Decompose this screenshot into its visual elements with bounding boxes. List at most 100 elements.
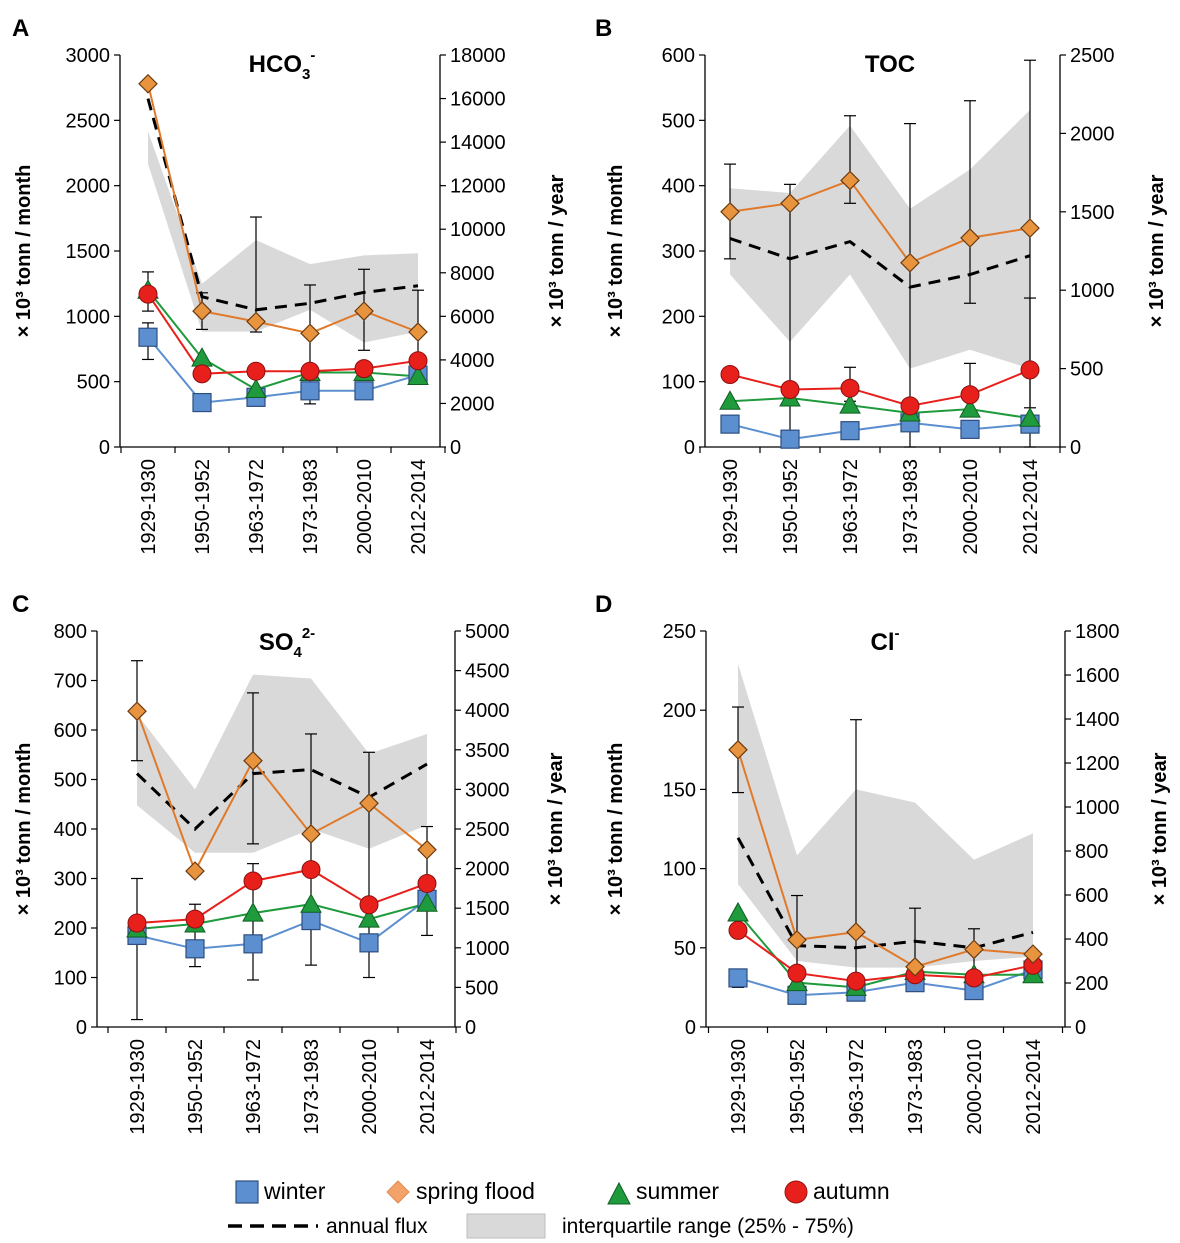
- y-right-tick-label: 10000: [450, 219, 506, 241]
- y-right-tick-label: 4000: [450, 350, 495, 372]
- y-left-tick-label: 3000: [66, 45, 111, 67]
- annual-flux-line: [729, 237, 1031, 289]
- y-right-tick-label: 0: [1075, 1017, 1086, 1039]
- spring-point: [960, 228, 980, 248]
- spring-line: [729, 179, 1031, 265]
- panel-d: D 0 50 100 150 200 250 0 200 400 600 800 1000 1200 140…: [595, 591, 1171, 1135]
- error-bar-spring: [904, 122, 916, 448]
- autumn-point: [300, 361, 320, 381]
- autumn-point: [354, 359, 374, 379]
- y-left-tick-label: 50: [674, 938, 696, 960]
- y-right-tick-label: 1200: [1075, 753, 1120, 775]
- spring-point: [138, 73, 158, 94]
- autumn-point: [1020, 360, 1040, 380]
- chart-title: Cl-: [871, 625, 900, 656]
- y-axis-right-label: × 10³ tonn / year: [546, 174, 568, 327]
- winter-point: [780, 429, 800, 449]
- spring-point: [408, 322, 428, 342]
- y-right-tick-label: 400: [1075, 929, 1108, 951]
- panel-letter: A: [12, 15, 29, 42]
- y-left-tick-label: 600: [662, 45, 695, 67]
- x-tick-label: 1963-1972: [243, 1039, 265, 1135]
- panel-c: C 0 100 200 300 400 500 600 700 800 0 500 1000 1500 20…: [12, 591, 567, 1135]
- x-tick-label: 1950-1952: [185, 1039, 207, 1135]
- error-bar-summer: [131, 877, 143, 1021]
- spring-point: [900, 252, 920, 273]
- y-right-tick-label: 1600: [1075, 665, 1120, 687]
- annual-flux-line: [146, 98, 419, 312]
- summer-point: [407, 365, 429, 385]
- y-left-tick-label: 2000: [66, 176, 111, 198]
- spring-line: [737, 749, 1034, 968]
- legend-autumn-label: autumn: [813, 1178, 890, 1204]
- y-left-tick-label: 0: [684, 437, 695, 459]
- winter-point: [138, 327, 158, 347]
- winter-point: [185, 939, 205, 959]
- x-tick-label: 2012-2014: [408, 459, 430, 555]
- spring-point: [359, 793, 379, 814]
- x-tick-label: 2000-2010: [354, 459, 376, 555]
- y-axis-left-label: × 10³ tonn / month: [13, 743, 35, 916]
- x-tick-label: 1973-1983: [301, 1039, 323, 1135]
- winter-point: [300, 381, 320, 401]
- x-tick-label: 1973-1983: [900, 459, 922, 555]
- spring-point: [192, 301, 212, 321]
- winter-point: [359, 933, 379, 953]
- autumn-point: [840, 378, 860, 398]
- summer-point: [242, 902, 264, 922]
- spring-point: [728, 739, 748, 760]
- spring-point: [243, 750, 263, 771]
- x-tick-label: 2000-2010: [964, 1039, 986, 1135]
- y-left-tick-label: 1000: [66, 306, 111, 328]
- autumn-point: [787, 963, 807, 983]
- y-left-tick-label: 500: [662, 110, 695, 132]
- y-right-tick-label: 2000: [450, 393, 495, 415]
- legend-spring-marker: [386, 1180, 410, 1204]
- autumn-point: [243, 871, 263, 891]
- y-right-tick-label: 3500: [465, 740, 510, 762]
- autumn-point: [192, 364, 212, 384]
- summer-point: [358, 908, 380, 928]
- summer-point: [1019, 407, 1041, 427]
- y-right-tick-label: 0: [465, 1017, 476, 1039]
- spring-point: [905, 956, 925, 977]
- y-left-tick-label: 2500: [66, 110, 111, 132]
- y-left-tick-label: 200: [662, 306, 695, 328]
- autumn-line: [136, 868, 428, 924]
- spring-point: [185, 861, 205, 881]
- iqr-band: [730, 109, 1030, 369]
- legend-summer-label: summer: [636, 1178, 719, 1204]
- y-right-tick-label: 0: [450, 437, 461, 459]
- y-left-tick-label: 0: [76, 1017, 87, 1039]
- y-right-tick-label: 2000: [465, 859, 510, 881]
- winter-line: [147, 336, 419, 404]
- y-left-tick-label: 100: [663, 859, 696, 881]
- y-axis-right-label: × 10³ tonn / year: [1149, 752, 1171, 905]
- iqr-band: [738, 664, 1033, 968]
- y-left-tick-label: 500: [77, 372, 110, 394]
- autumn-point: [728, 920, 748, 940]
- x-tick-label: 2012-2014: [1020, 459, 1042, 555]
- x-tick-label: 2012-2014: [417, 1039, 439, 1135]
- y-left-tick-label: 300: [662, 241, 695, 263]
- legend-annual-label: annual flux: [326, 1215, 428, 1238]
- summer-point: [719, 390, 741, 410]
- panel-letter: C: [12, 591, 29, 618]
- y-left-tick-label: 150: [663, 779, 696, 801]
- legend-iqr-swatch: [466, 1213, 546, 1239]
- y-right-tick-label: 16000: [450, 89, 506, 111]
- spring-point: [1020, 218, 1040, 238]
- winter-point: [840, 421, 860, 441]
- y-right-tick-label: 2500: [465, 819, 510, 841]
- y-left-tick-label: 100: [662, 372, 695, 394]
- summer-line: [729, 396, 1031, 420]
- panel-letter: D: [595, 591, 612, 618]
- y-left-tick-label: 0: [99, 437, 110, 459]
- annual-flux-line: [736, 837, 1034, 950]
- autumn-point: [417, 873, 437, 893]
- spring-point: [300, 323, 320, 344]
- chart-title-main: HCO: [249, 51, 302, 78]
- x-tick-label: 1963-1972: [846, 1039, 868, 1135]
- chart-panels: A050010001500200025003000020004000600080…: [12, 15, 1171, 1135]
- summer-point: [245, 378, 267, 399]
